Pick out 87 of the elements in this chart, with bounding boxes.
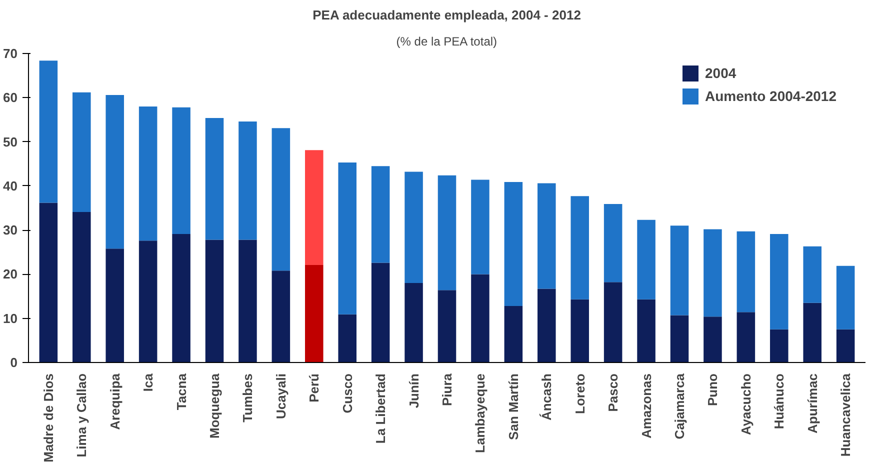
x-tick-label: Cajamarca bbox=[672, 372, 687, 440]
y-tick-label: 30 bbox=[3, 222, 18, 238]
bar bbox=[504, 306, 523, 362]
bar bbox=[604, 282, 622, 362]
x-tick-label: Tumbes bbox=[240, 373, 256, 422]
bar bbox=[836, 329, 855, 362]
bar bbox=[803, 246, 822, 303]
y-tick-label: 40 bbox=[3, 178, 18, 194]
x-tick-label: Tacna bbox=[174, 372, 189, 410]
bar bbox=[604, 204, 622, 282]
bar bbox=[305, 264, 324, 362]
bar bbox=[538, 183, 556, 289]
bar bbox=[205, 118, 224, 240]
bar bbox=[404, 283, 423, 362]
bar bbox=[736, 312, 756, 362]
bar bbox=[438, 175, 456, 290]
bar bbox=[305, 150, 324, 265]
bar bbox=[736, 231, 756, 312]
y-tick-label: 60 bbox=[3, 90, 18, 106]
bar bbox=[570, 299, 589, 362]
bar bbox=[39, 60, 58, 203]
bar bbox=[272, 128, 290, 271]
bar bbox=[670, 226, 689, 316]
y-tick-label: 0 bbox=[10, 355, 18, 370]
bar bbox=[637, 299, 656, 362]
x-tick-label: Puno bbox=[705, 373, 720, 406]
bar bbox=[138, 106, 158, 241]
bar bbox=[704, 316, 722, 362]
bar bbox=[570, 196, 589, 300]
x-tick-label: Cusco bbox=[340, 373, 355, 414]
x-tick-label: Lima y Callao bbox=[74, 373, 90, 458]
bar bbox=[172, 107, 190, 234]
bar bbox=[471, 180, 490, 274]
x-tick-label: Huánuco bbox=[772, 373, 787, 430]
x-tick-label: Ica bbox=[140, 372, 156, 392]
bar bbox=[637, 220, 656, 300]
y-tick-label: 70 bbox=[3, 46, 18, 61]
x-tick-label: Áncash bbox=[539, 373, 554, 420]
bar bbox=[704, 229, 722, 317]
x-tick-label: Madre de Dios bbox=[40, 373, 56, 462]
bar bbox=[338, 314, 356, 362]
bar bbox=[138, 240, 158, 362]
bar bbox=[770, 329, 788, 362]
x-tick-label: Perú bbox=[306, 373, 322, 402]
x-tick-label: Arequipa bbox=[107, 372, 122, 430]
bar bbox=[504, 182, 523, 306]
bar bbox=[205, 240, 224, 362]
x-tick-label: Apurímac bbox=[804, 373, 820, 434]
bar bbox=[538, 288, 556, 362]
bar bbox=[72, 212, 91, 362]
y-tick-label: 50 bbox=[3, 134, 18, 150]
bar bbox=[106, 94, 124, 249]
bar bbox=[272, 270, 290, 362]
bar bbox=[803, 302, 822, 362]
bar bbox=[670, 315, 689, 362]
chart-title: PEA adecuadamente empleada, 2004 - 2012 bbox=[312, 8, 581, 22]
x-tick-label: Ucayali bbox=[273, 373, 288, 420]
bar bbox=[39, 202, 58, 362]
x-tick-label: Amazonas bbox=[638, 373, 654, 439]
x-tick-label: San Martín bbox=[506, 373, 521, 440]
bar bbox=[371, 262, 390, 362]
x-tick-label: Pasco bbox=[606, 373, 621, 412]
x-tick-label: La Libertad bbox=[373, 373, 388, 444]
bar bbox=[371, 166, 390, 263]
x-tick-label: Piura bbox=[440, 372, 454, 406]
bar bbox=[836, 266, 855, 330]
bar bbox=[172, 234, 190, 362]
legend-label: 2004 bbox=[705, 65, 738, 81]
x-tick-label: Junín bbox=[406, 373, 422, 408]
bar bbox=[238, 240, 257, 362]
bar bbox=[238, 121, 257, 240]
bar bbox=[438, 290, 456, 362]
bar bbox=[404, 172, 423, 284]
x-tick-label: Loreto bbox=[572, 373, 588, 414]
y-tick-label: 10 bbox=[3, 310, 18, 326]
bar bbox=[471, 274, 490, 362]
bar bbox=[106, 248, 124, 362]
bar bbox=[338, 162, 356, 314]
legend-label: Aumento 2004-2012 bbox=[705, 88, 838, 104]
bar bbox=[72, 92, 91, 212]
x-tick-label: Ayacucho bbox=[738, 373, 754, 436]
x-tick-label: Lambayeque bbox=[472, 373, 488, 453]
y-tick-label: 20 bbox=[3, 266, 18, 282]
chart-subtitle: (% de la PEA total) bbox=[396, 34, 498, 48]
x-tick-label: Moquegua bbox=[207, 372, 222, 438]
bar bbox=[770, 234, 788, 330]
x-tick-label: Huancavelica bbox=[838, 372, 854, 457]
